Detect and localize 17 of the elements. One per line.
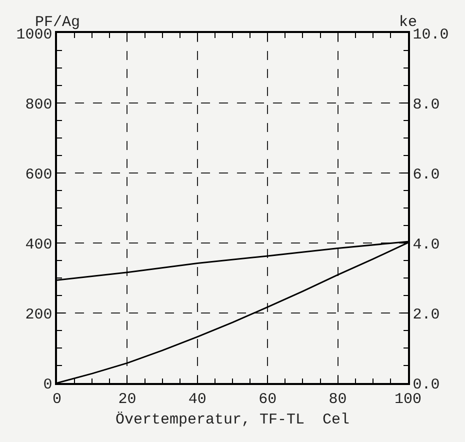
y-tick-label: 400 <box>25 236 52 254</box>
y-tick-label: 600 <box>25 166 52 184</box>
y2-tick-label: 8.0 <box>412 96 440 114</box>
y2-tick-label: 10.0 <box>412 26 449 44</box>
x-tick-label: 40 <box>188 390 206 408</box>
x-axis-title: Övertemperatur, TF-TL Cel <box>115 411 350 428</box>
y-tick-label: 800 <box>25 96 52 114</box>
y2-tick-label: 2.0 <box>412 306 440 324</box>
y-tick-label: 0 <box>43 376 52 394</box>
y-tick-label: 200 <box>25 306 52 324</box>
y2-tick-label: 0.0 <box>412 376 440 394</box>
y2-tick-label: 6.0 <box>412 166 440 184</box>
y2-tick-label: 4.0 <box>412 236 440 254</box>
x-tick-label: 80 <box>328 390 347 408</box>
x-tick-label: 60 <box>258 390 277 408</box>
x-tick-label: 100 <box>394 390 422 408</box>
x-tick-label: 20 <box>118 390 136 408</box>
